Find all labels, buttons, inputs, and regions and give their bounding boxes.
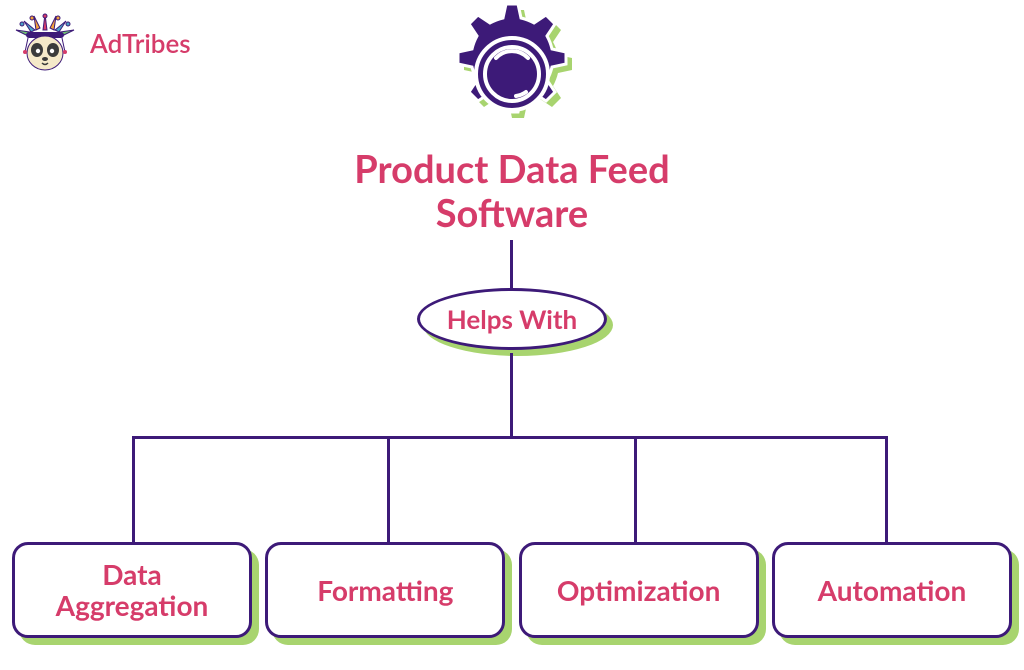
- root-title: Product Data Feed Software: [0, 148, 1024, 235]
- leaf-label: Data Aggregation: [56, 559, 209, 621]
- leaf-label: Optimization: [557, 575, 720, 606]
- gear-icon: [442, 4, 582, 144]
- leaf-node: Formatting: [265, 542, 505, 638]
- root-title-line2: Software: [436, 190, 588, 236]
- connector-line: [510, 353, 513, 436]
- leaf-label: Automation: [818, 575, 967, 606]
- connector-label-node: Helps With: [417, 288, 607, 350]
- connector-line: [510, 240, 513, 288]
- diagram-canvas: AdTribes Product Data Feed Software: [0, 0, 1024, 670]
- connector-hbar: [132, 436, 885, 439]
- leaf-box: Optimization: [519, 542, 759, 638]
- connector-drop: [132, 436, 135, 542]
- panda-headdress-icon: [10, 8, 80, 78]
- leaf-node: Data Aggregation: [12, 542, 252, 638]
- connector-drop: [387, 436, 390, 542]
- leaf-box: Formatting: [265, 542, 505, 638]
- leaf-node: Automation: [772, 542, 1012, 638]
- leaf-box: Data Aggregation: [12, 542, 252, 638]
- leaf-node: Optimization: [519, 542, 759, 638]
- leaf-box: Automation: [772, 542, 1012, 638]
- brand-name: AdTribes: [90, 27, 191, 59]
- connector-drop: [634, 436, 637, 542]
- root-title-line1: Product Data Feed: [354, 146, 669, 192]
- brand-logo: AdTribes: [10, 8, 191, 78]
- leaf-row: Data Aggregation Formatting Optimization…: [0, 542, 1024, 638]
- connector-label-text: Helps With: [447, 303, 577, 335]
- ellipse-box: Helps With: [417, 288, 607, 350]
- connector-drop: [885, 436, 888, 542]
- leaf-label: Formatting: [317, 575, 453, 606]
